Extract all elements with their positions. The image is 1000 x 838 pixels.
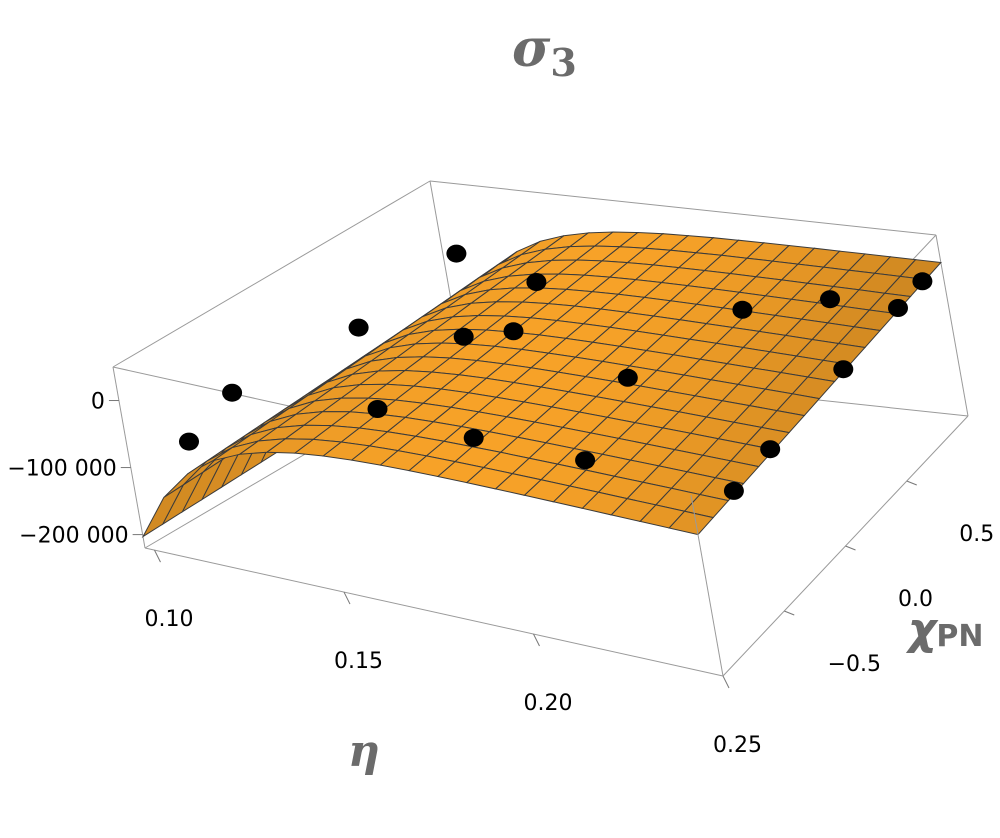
z-tick-label: −100 000: [7, 457, 116, 482]
y-axis-label-main: χ: [905, 604, 939, 655]
data-point: [912, 272, 933, 291]
x-tick-mark: [722, 675, 730, 689]
x-tick-label: 0.20: [524, 691, 573, 716]
x-tick-label: 0.15: [334, 649, 383, 674]
data-point: [503, 322, 524, 341]
data-point: [760, 440, 781, 459]
data-point: [179, 432, 199, 451]
x-tick-label: 0.10: [145, 607, 194, 632]
y-axis-label-subscript: PN: [936, 619, 983, 654]
z-tick-label: −200 000: [19, 524, 128, 549]
z-tick-label: 0: [91, 390, 105, 415]
chart-title: σ3: [512, 18, 577, 85]
box-edge-8: [112, 366, 146, 549]
axis-labels: σ3 η χPN: [348, 18, 984, 777]
box-front-edge-2: [690, 494, 724, 677]
chart-title-main: σ: [512, 18, 551, 79]
data-point: [723, 481, 744, 500]
y-tick-label: 0.5: [959, 522, 994, 547]
x-axis-label: η: [348, 726, 380, 777]
data-point: [367, 400, 388, 418]
y-tick-label: −0.5: [828, 652, 881, 677]
x-tick-mark: [343, 591, 351, 605]
data-point: [833, 360, 854, 379]
data-point: [348, 318, 369, 337]
x-tick-mark: [154, 549, 161, 563]
chart-title-subscript: 3: [550, 40, 576, 85]
axis-ticks: 0.10 0.15 0.20 0.25 −0.5 0.0 0.5 0 −100 000 −200 …: [7, 390, 994, 759]
y-tick-mark: [906, 480, 917, 486]
y-tick-label: 0.0: [898, 587, 933, 612]
y-tick-mark: [845, 545, 856, 551]
data-point: [453, 327, 474, 346]
data-point: [446, 244, 467, 263]
x-tick-label: 0.25: [713, 733, 762, 758]
box-edge-7: [935, 234, 969, 417]
box-edge-0: [112, 180, 431, 368]
data-point: [732, 300, 753, 319]
surface-patch: [141, 483, 185, 539]
data-point: [222, 383, 243, 402]
box-front-edge-0: [144, 547, 724, 677]
y-tick-mark: [784, 610, 795, 616]
data-point: [463, 428, 484, 447]
data-point: [526, 273, 547, 291]
data-point: [617, 368, 638, 387]
box-edge-1: [429, 180, 937, 236]
data-point: [820, 290, 840, 309]
x-tick-mark: [533, 633, 540, 647]
data-point: [888, 299, 908, 317]
data-point: [575, 451, 596, 470]
data-points: [179, 244, 933, 500]
y-axis-label: χPN: [905, 604, 984, 655]
